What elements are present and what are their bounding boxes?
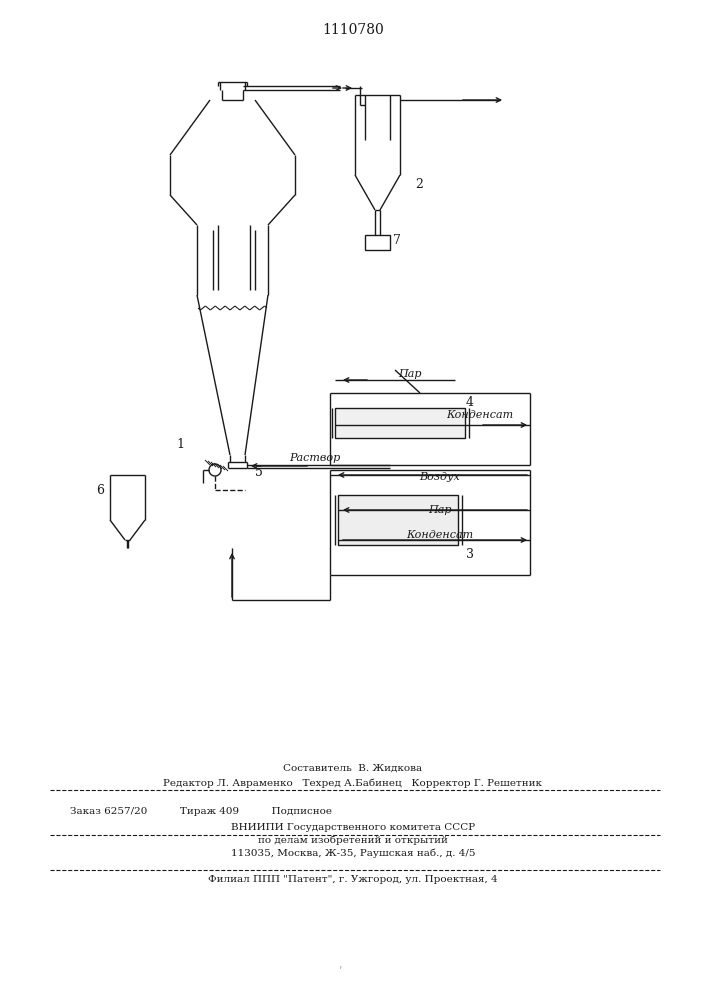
Text: 7: 7 [393, 233, 401, 246]
Text: 6: 6 [96, 484, 104, 496]
Text: Пар: Пар [428, 505, 452, 515]
Text: 5: 5 [255, 466, 263, 479]
Text: 1: 1 [176, 438, 184, 452]
Text: Раствор: Раствор [289, 453, 341, 463]
Text: 1110780: 1110780 [322, 23, 384, 37]
Text: 2: 2 [415, 178, 423, 192]
Text: 113035, Москва, Ж-35, Раушская наб., д. 4/5: 113035, Москва, Ж-35, Раушская наб., д. … [230, 848, 475, 858]
Text: Редактор Л. Авраменко   Техред А.Бабинец   Корректор Г. Решетник: Редактор Л. Авраменко Техред А.Бабинец К… [163, 778, 542, 788]
Text: по делам изобретений и открытий: по делам изобретений и открытий [258, 835, 448, 845]
Text: Воздух: Воздух [420, 472, 460, 482]
Text: Конденсат: Конденсат [446, 410, 513, 420]
Text: 3: 3 [466, 548, 474, 562]
Text: 4: 4 [466, 396, 474, 410]
Text: Составитель  В. Жидкова: Составитель В. Жидкова [284, 764, 423, 772]
Text: Конденсат: Конденсат [407, 530, 474, 540]
Text: Филиал ППП "Патент", г. Ужгород, ул. Проектная, 4: Филиал ППП "Патент", г. Ужгород, ул. Про… [208, 876, 498, 884]
Bar [338, 495, 458, 545]
Bar [335, 408, 465, 438]
Bar [365, 235, 390, 250]
Text: Пар: Пар [398, 369, 422, 379]
Text: ,: , [338, 960, 341, 970]
Text: Заказ 6257/20          Тираж 409          Подписное: Заказ 6257/20 Тираж 409 Подписное [70, 808, 332, 816]
Text: ВНИИПИ Государственного комитета СССР: ВНИИПИ Государственного комитета СССР [231, 822, 475, 832]
